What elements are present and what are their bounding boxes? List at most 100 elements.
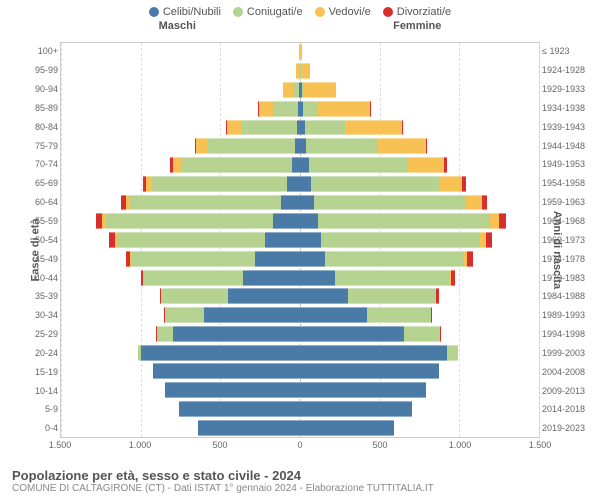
age-label: 90-94 bbox=[30, 84, 58, 94]
bar-segment bbox=[306, 138, 378, 154]
bar-segment bbox=[300, 401, 412, 417]
legend-item: Coniugati/e bbox=[233, 6, 303, 18]
bar-segment bbox=[325, 251, 464, 267]
bar-segment bbox=[152, 176, 287, 192]
gender-right-label: Femmine bbox=[393, 20, 441, 32]
bar-segment bbox=[292, 157, 300, 173]
table-row bbox=[61, 118, 539, 137]
age-label: 65-69 bbox=[30, 178, 58, 188]
bar-segment bbox=[300, 270, 335, 286]
legend-item: Divorziati/e bbox=[383, 6, 451, 18]
bar-segment bbox=[300, 176, 311, 192]
bar-segment bbox=[173, 326, 300, 342]
legend-label: Vedovi/e bbox=[329, 6, 371, 18]
age-labels: 100+ 95-99 90-94 85-89 80-84 75-79 70-74 65-69 6… bbox=[30, 42, 58, 438]
bar-segment bbox=[131, 251, 255, 267]
bar-segment bbox=[208, 138, 296, 154]
bar-segment bbox=[318, 101, 371, 117]
bar-segment bbox=[300, 288, 348, 304]
age-label: 75-79 bbox=[30, 141, 58, 151]
x-tick-label: 1.000 bbox=[449, 440, 472, 450]
bar-segment bbox=[283, 82, 293, 98]
bar-segment bbox=[300, 195, 314, 211]
age-label: 60-64 bbox=[30, 197, 58, 207]
bar-segment bbox=[318, 213, 490, 229]
bar-segment bbox=[161, 288, 228, 304]
age-label: 70-74 bbox=[30, 159, 58, 169]
table-row bbox=[61, 43, 539, 62]
birth-label: 2019-2023 bbox=[542, 423, 588, 433]
bar-segment bbox=[404, 326, 441, 342]
bar-segment bbox=[499, 213, 506, 229]
table-row bbox=[61, 156, 539, 175]
birth-labels: ≤ 19231924-19281929-19331934-19381939-19… bbox=[542, 42, 588, 438]
x-tick-label: 0 bbox=[297, 440, 302, 450]
table-row bbox=[61, 381, 539, 400]
bar-segment bbox=[348, 288, 436, 304]
legend-swatch bbox=[383, 7, 393, 17]
bar-segment bbox=[179, 401, 300, 417]
bar-segment bbox=[304, 82, 336, 98]
table-row bbox=[61, 418, 539, 437]
bar-segment bbox=[173, 157, 181, 173]
legend-swatch bbox=[233, 7, 243, 17]
x-tick-label: 500 bbox=[212, 440, 227, 450]
bar-segment bbox=[106, 213, 273, 229]
bar-segment bbox=[287, 176, 300, 192]
bar-segment bbox=[402, 120, 403, 136]
x-axis: 1.5001.00050005001.0001.500 bbox=[60, 440, 540, 454]
bar-segment bbox=[466, 195, 482, 211]
bar-segment bbox=[300, 345, 447, 361]
bar-segment bbox=[300, 382, 426, 398]
bar-segment bbox=[447, 345, 458, 361]
age-label: 10-14 bbox=[30, 386, 58, 396]
bar-segment bbox=[273, 213, 300, 229]
bar-segment bbox=[300, 157, 309, 173]
bar-segment bbox=[144, 270, 243, 286]
bar-segment bbox=[482, 195, 488, 211]
birth-label: 1984-1988 bbox=[542, 291, 588, 301]
table-row bbox=[61, 174, 539, 193]
table-row bbox=[61, 212, 539, 231]
bar-segment bbox=[309, 157, 408, 173]
bar-segment bbox=[451, 270, 455, 286]
age-label: 50-54 bbox=[30, 235, 58, 245]
table-row bbox=[61, 249, 539, 268]
birth-label: 2009-2013 bbox=[542, 386, 588, 396]
bar-segment bbox=[243, 270, 300, 286]
age-label: 100+ bbox=[30, 46, 58, 56]
table-row bbox=[61, 400, 539, 419]
bar-segment bbox=[436, 288, 438, 304]
table-row bbox=[61, 287, 539, 306]
age-label: 85-89 bbox=[30, 103, 58, 113]
bar-segment bbox=[345, 120, 402, 136]
bar-segment bbox=[431, 307, 432, 323]
age-label: 5-9 bbox=[30, 404, 58, 414]
birth-label: 1979-1983 bbox=[542, 273, 588, 283]
birth-label: 1939-1943 bbox=[542, 122, 588, 132]
bar-segment bbox=[378, 138, 426, 154]
age-label: 80-84 bbox=[30, 122, 58, 132]
age-label: 40-44 bbox=[30, 273, 58, 283]
chart-title: Popolazione per età, sesso e stato civil… bbox=[12, 468, 588, 483]
bar-segment bbox=[196, 138, 207, 154]
birth-label: 1959-1963 bbox=[542, 197, 588, 207]
bar-segment bbox=[273, 101, 298, 117]
legend: Celibi/NubiliConiugati/eVedovi/eDivorzia… bbox=[0, 0, 600, 20]
bar-segment bbox=[165, 382, 300, 398]
age-label: 25-29 bbox=[30, 329, 58, 339]
age-label: 0-4 bbox=[30, 423, 58, 433]
age-label: 95-99 bbox=[30, 65, 58, 75]
gender-left-label: Maschi bbox=[159, 20, 196, 32]
bar-segment bbox=[141, 345, 300, 361]
bar-segment bbox=[426, 138, 428, 154]
birth-label: 1994-1998 bbox=[542, 329, 588, 339]
birth-label: 1954-1958 bbox=[542, 178, 588, 188]
bar-segment bbox=[259, 101, 273, 117]
gender-headers: Maschi Femmine bbox=[0, 20, 600, 34]
table-row bbox=[61, 268, 539, 287]
bar-segment bbox=[300, 363, 439, 379]
age-label: 15-19 bbox=[30, 367, 58, 377]
birth-label: 1969-1973 bbox=[542, 235, 588, 245]
bar-rows bbox=[61, 43, 539, 437]
